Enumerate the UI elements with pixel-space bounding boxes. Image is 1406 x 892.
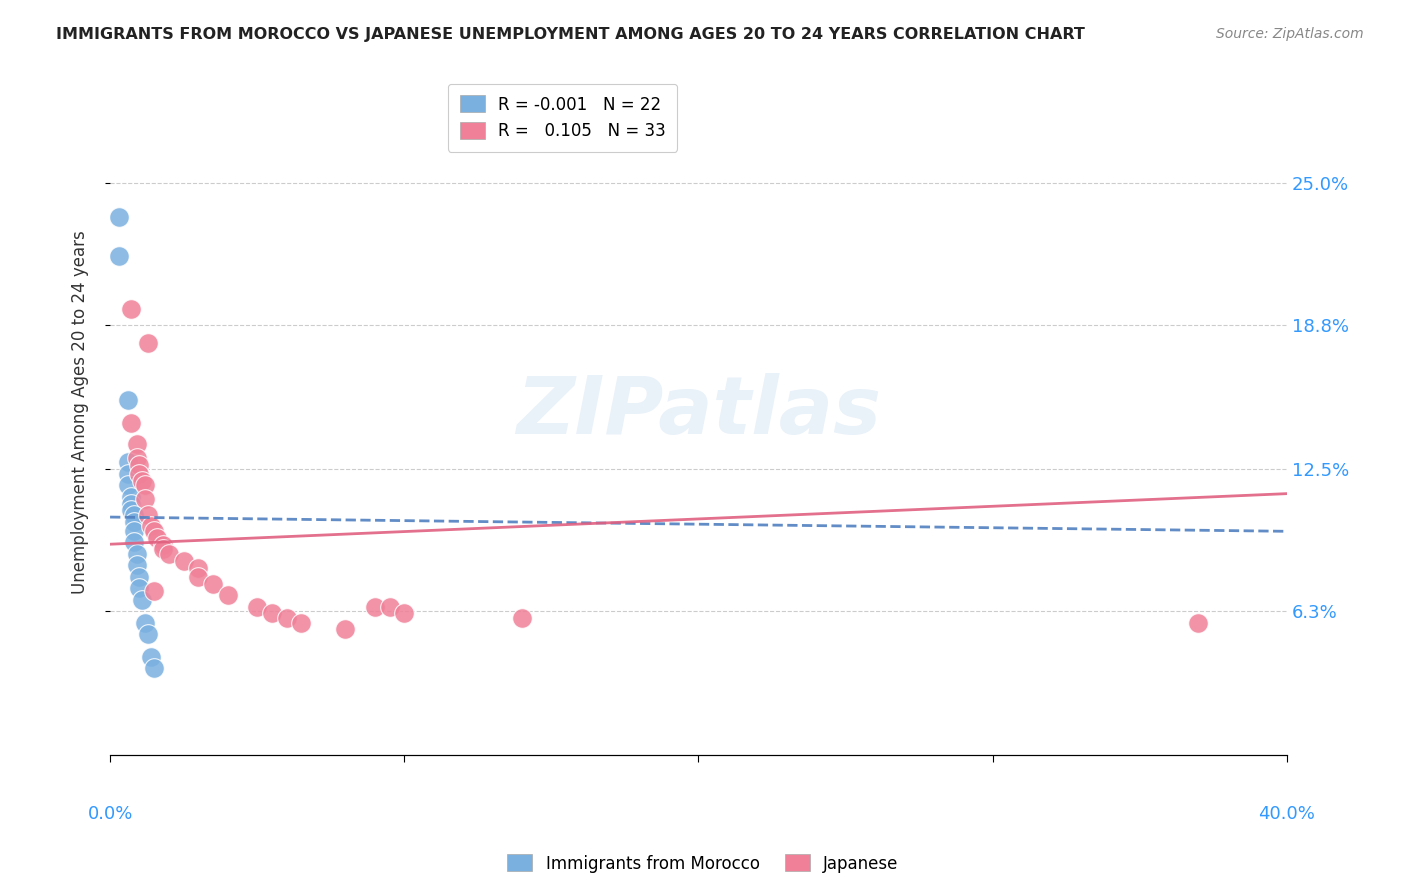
Point xyxy=(202,576,225,591)
Point xyxy=(120,490,142,504)
Y-axis label: Unemployment Among Ages 20 to 24 years: Unemployment Among Ages 20 to 24 years xyxy=(72,230,89,594)
Point xyxy=(117,455,139,469)
Point xyxy=(117,478,139,492)
Point xyxy=(122,508,145,522)
Point xyxy=(125,558,148,573)
Point xyxy=(141,649,163,664)
Point xyxy=(378,599,401,614)
Point xyxy=(131,474,153,488)
Point xyxy=(120,417,142,431)
Point xyxy=(120,301,142,316)
Legend: Immigrants from Morocco, Japanese: Immigrants from Morocco, Japanese xyxy=(501,847,905,880)
Point xyxy=(141,519,163,533)
Point xyxy=(122,524,145,538)
Point xyxy=(152,542,174,557)
Point xyxy=(173,554,195,568)
Point xyxy=(117,467,139,481)
Point xyxy=(187,570,209,584)
Point xyxy=(128,570,150,584)
Text: 0.0%: 0.0% xyxy=(87,805,132,823)
Point xyxy=(136,627,159,641)
Text: 40.0%: 40.0% xyxy=(1258,805,1315,823)
Point xyxy=(152,538,174,552)
Point xyxy=(128,467,150,481)
Point xyxy=(120,496,142,510)
Point xyxy=(394,607,416,621)
Point xyxy=(134,615,156,630)
Point xyxy=(108,249,131,263)
Point xyxy=(143,583,166,598)
Point xyxy=(143,661,166,675)
Point xyxy=(120,503,142,517)
Point xyxy=(143,524,166,538)
Point xyxy=(122,535,145,549)
Point xyxy=(187,560,209,574)
Point xyxy=(335,623,357,637)
Point xyxy=(510,611,533,625)
Point xyxy=(125,437,148,451)
Point xyxy=(1187,615,1209,630)
Point xyxy=(136,336,159,351)
Point xyxy=(117,393,139,408)
Text: IMMIGRANTS FROM MOROCCO VS JAPANESE UNEMPLOYMENT AMONG AGES 20 TO 24 YEARS CORRE: IMMIGRANTS FROM MOROCCO VS JAPANESE UNEM… xyxy=(56,27,1085,42)
Point xyxy=(108,211,131,225)
Point xyxy=(125,450,148,465)
Point xyxy=(125,547,148,561)
Point xyxy=(128,581,150,595)
Point xyxy=(217,588,239,602)
Point xyxy=(157,547,180,561)
Text: ZIPatlas: ZIPatlas xyxy=(516,373,882,451)
Point xyxy=(246,599,269,614)
Point xyxy=(146,531,169,545)
Point xyxy=(134,478,156,492)
Point xyxy=(276,611,298,625)
Point xyxy=(290,615,312,630)
Point xyxy=(122,515,145,529)
Point xyxy=(131,592,153,607)
Point xyxy=(364,599,387,614)
Point xyxy=(134,491,156,506)
Point xyxy=(260,607,283,621)
Point xyxy=(136,508,159,522)
Text: Source: ZipAtlas.com: Source: ZipAtlas.com xyxy=(1216,27,1364,41)
Point xyxy=(128,458,150,472)
Legend: R = -0.001   N = 22, R =   0.105   N = 33: R = -0.001 N = 22, R = 0.105 N = 33 xyxy=(449,84,678,152)
